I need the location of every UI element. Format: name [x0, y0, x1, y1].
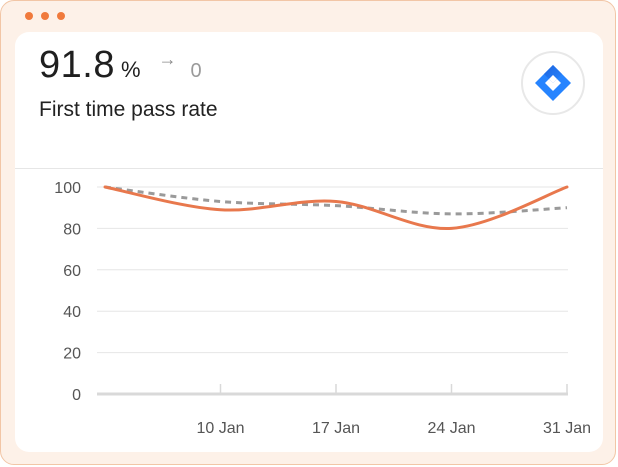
x-tick-label: 10 Jan: [196, 420, 244, 437]
y-tick-label: 100: [54, 180, 81, 197]
window-control-dot[interactable]: [41, 12, 49, 20]
y-tick-label: 0: [72, 387, 81, 404]
x-tick-label: 17 Jan: [312, 420, 360, 437]
y-tick-label: 60: [63, 263, 81, 280]
metric-card: 91.8 % → 0 First time pass rate 0 20: [15, 32, 603, 452]
y-tick-label: 40: [63, 304, 81, 321]
metric-value: 91.8: [39, 44, 115, 86]
pass-rate-series-line: [103, 185, 569, 230]
jira-logo-icon: [521, 51, 585, 115]
x-tick-label: 24 Jan: [427, 420, 475, 437]
trend-arrow-icon: →: [158, 49, 177, 69]
window-controls: [25, 12, 65, 20]
metric-unit: %: [120, 57, 141, 82]
trend-value: 0: [190, 60, 202, 82]
y-tick-label: 20: [63, 346, 81, 363]
metric-summary: 91.8 % → 0: [39, 44, 202, 87]
line-chart: 0 20 40 60 80 100 10 Jan 17 Jan 24 Jan 31 Jan: [54, 180, 591, 437]
window-control-dot[interactable]: [25, 12, 33, 20]
y-tick-label: 80: [63, 221, 81, 238]
divider: [15, 168, 603, 169]
window-control-dot[interactable]: [57, 12, 65, 20]
x-tick-label: 31 Jan: [543, 420, 591, 437]
baseline-series-line: [104, 185, 568, 216]
metric-label: First time pass rate: [39, 98, 218, 121]
jira-logo-icon-graphic: [535, 65, 571, 101]
